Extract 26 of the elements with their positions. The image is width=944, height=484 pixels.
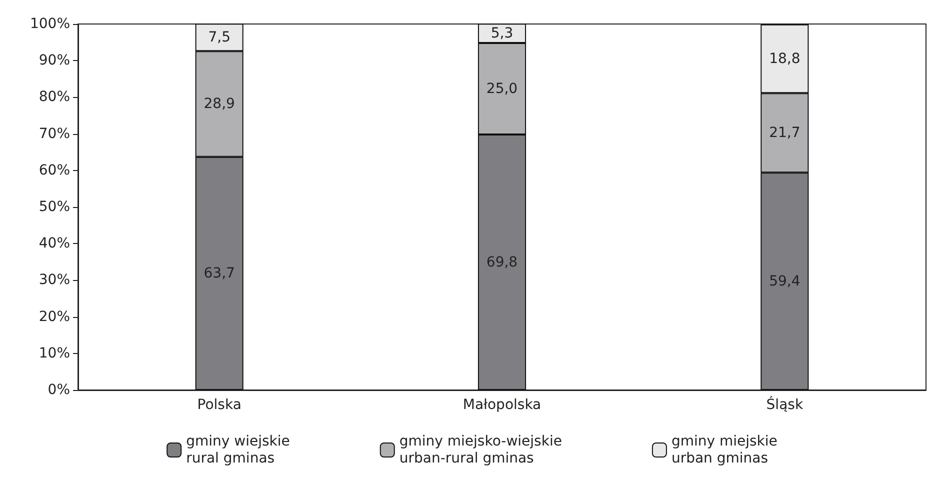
y-tick-label: 20% — [38, 308, 70, 325]
data-label: 69,8 — [486, 254, 518, 270]
legend-label: gminy wiejskie rural gminas — [186, 434, 290, 466]
y-tick-label: 80% — [38, 89, 70, 106]
data-label: 25,0 — [486, 80, 518, 97]
y-tick-label: 60% — [38, 162, 70, 178]
x-tick-label: Małopolska — [462, 397, 542, 413]
x-tick-label: Śląsk — [766, 396, 804, 413]
data-label: 5,3 — [490, 25, 514, 42]
data-label: 7,5 — [208, 29, 230, 46]
x-tick-label: Polska — [197, 397, 242, 413]
y-tick-label: 10% — [38, 345, 70, 362]
y-tick-label: 90% — [38, 52, 70, 69]
data-label: 18,8 — [769, 50, 800, 67]
legend-label: gminy miejskie urban gminas — [671, 434, 778, 466]
y-tick-label: 50% — [38, 199, 70, 215]
y-tick-label: 70% — [38, 126, 70, 142]
data-label: 63,7 — [204, 265, 235, 282]
y-tick-label: 40% — [38, 236, 70, 252]
data-label: 21,7 — [769, 124, 800, 141]
y-tick-label: 100% — [30, 16, 70, 32]
y-tick-label: 30% — [38, 272, 70, 288]
data-label: 59,4 — [769, 273, 800, 290]
y-tick-label: 0% — [48, 382, 70, 398]
data-label: 28,9 — [204, 96, 235, 112]
legend-label: gminy miejsko-wiejskie urban-rural gminas — [399, 434, 562, 466]
